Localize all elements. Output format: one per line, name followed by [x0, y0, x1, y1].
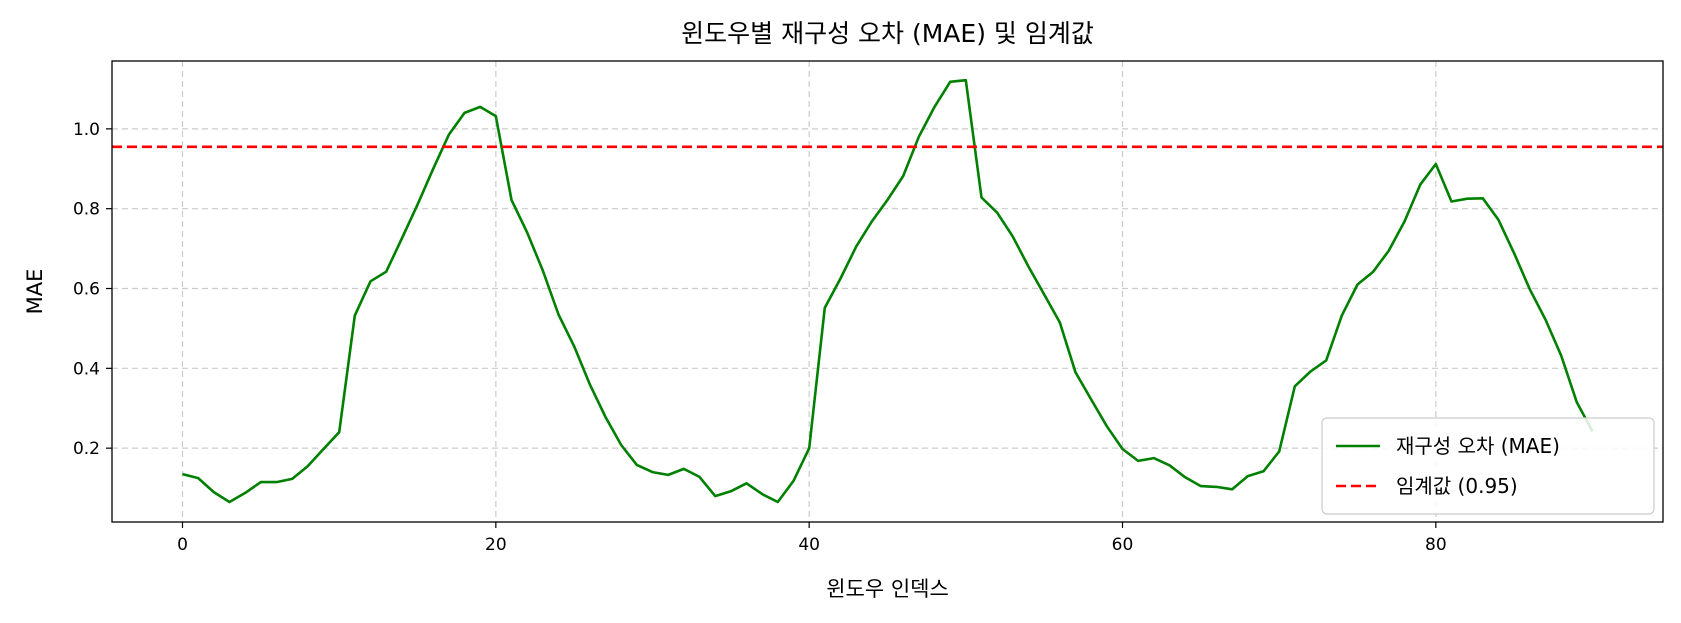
y-axis-label: MAE — [23, 269, 47, 315]
chart-title: 윈도우별 재구성 오차 (MAE) 및 임계값 — [681, 19, 1094, 48]
x-tick-label: 60 — [1112, 535, 1134, 555]
y-tick-label: 0.6 — [73, 280, 100, 300]
x-tick-label: 20 — [485, 535, 507, 555]
legend-label: 임계값 (0.95) — [1396, 474, 1518, 498]
legend-label: 재구성 오차 (MAE) — [1396, 434, 1560, 458]
y-tick-label: 0.2 — [73, 439, 100, 459]
y-tick-label: 1.0 — [73, 120, 100, 140]
legend: 재구성 오차 (MAE) 임계값 (0.95) — [1321, 417, 1655, 515]
plot-area — [112, 78, 1663, 504]
x-tick-label: 0 — [177, 535, 188, 555]
x-tick-label: 40 — [798, 535, 820, 555]
mae-series-line — [182, 78, 1594, 504]
x-axis-label: 윈도우 인덱스 — [826, 577, 949, 601]
y-tick-label: 0.4 — [73, 359, 100, 379]
axis-ticks: 0 20 40 60 80 0.2 0.4 0.6 0.8 1.0 — [73, 120, 1447, 555]
legend-box — [1321, 417, 1655, 515]
x-tick-label: 80 — [1425, 535, 1447, 555]
y-tick-label: 0.8 — [73, 200, 100, 220]
plot-frame — [111, 60, 1664, 523]
